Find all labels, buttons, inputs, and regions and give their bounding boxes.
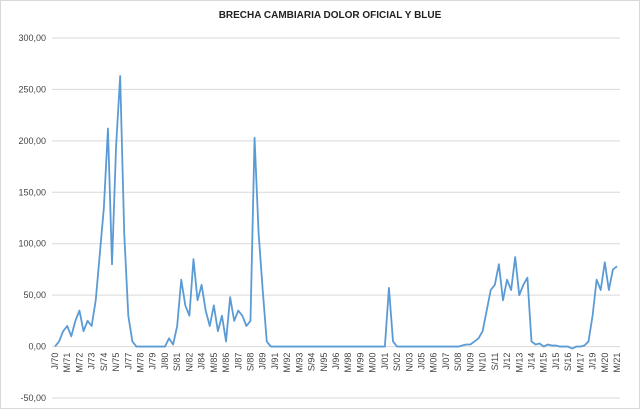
x-tick-label: M/99 [355, 353, 365, 373]
x-tick-label: M/92 [282, 353, 292, 373]
x-tick-label: S/88 [245, 353, 255, 372]
x-tick-label: S/81 [172, 353, 182, 372]
x-tick-label: J/70 [50, 353, 60, 370]
x-tick-label: J/15 [551, 353, 561, 370]
x-tick-label: M/20 [600, 353, 610, 373]
x-tick-label: N/75 [111, 353, 121, 372]
x-tick-label: M/98 [343, 353, 353, 373]
x-tick-label: J/73 [87, 353, 97, 370]
x-tick-label: S/16 [563, 353, 573, 372]
x-tick-label: M/71 [62, 353, 72, 373]
x-tick-label: J/77 [123, 353, 133, 370]
x-tick-label: J/87 [233, 353, 243, 370]
x-tick-label: J/91 [270, 353, 280, 370]
y-tick-label: 200,00 [18, 136, 46, 146]
y-tick-label: 0,00 [28, 342, 46, 352]
x-tick-label: J/84 [197, 353, 207, 370]
x-tick-label: S/11 [490, 353, 500, 371]
x-tick-label: J/07 [441, 353, 451, 370]
x-tick-label: M/13 [514, 353, 524, 373]
x-tick-label: S/74 [99, 353, 109, 372]
x-tick-label: M/78 [136, 353, 146, 373]
x-tick-label: M/72 [74, 353, 84, 373]
x-tick-label: N/09 [465, 353, 475, 372]
y-tick-label: 100,00 [18, 239, 46, 249]
x-tick-label: J/05 [417, 353, 427, 370]
chart-title: BRECHA CAMBIARIA DOLOR OFICIAL Y BLUE [219, 10, 442, 21]
y-tick-label: 150,00 [18, 187, 46, 197]
y-tick-label: 250,00 [18, 84, 46, 94]
x-tick-label: J/89 [258, 353, 268, 370]
x-tick-label: J/19 [588, 353, 598, 370]
x-tick-label: N/03 [404, 353, 414, 372]
data-line [54, 75, 618, 350]
x-tick-label: M/93 [294, 353, 304, 373]
x-tick-label: J/12 [502, 353, 512, 370]
x-tick-label: M/15 [539, 353, 549, 373]
y-tick-label: -50,00 [20, 393, 46, 403]
y-tick-label: 300,00 [18, 33, 46, 43]
x-tick-label: S/08 [453, 353, 463, 372]
x-tick-label: J/96 [331, 353, 341, 370]
x-tick-label: S/02 [392, 353, 402, 372]
x-tick-label: N/82 [184, 353, 194, 372]
x-tick-label: S/94 [307, 353, 317, 372]
x-tick-label: M/85 [209, 353, 219, 373]
x-tick-label: J/80 [160, 353, 170, 370]
x-tick-label: M/17 [575, 353, 585, 373]
x-tick-label: J/79 [148, 353, 158, 370]
x-tick-label: M/00 [368, 353, 378, 373]
x-tick-label: M/21 [612, 353, 622, 373]
x-tick-label: J/01 [380, 353, 390, 370]
x-tick-label: N/95 [319, 353, 329, 372]
x-tick-label: M/06 [429, 353, 439, 373]
x-tick-label: N/10 [478, 353, 488, 372]
y-tick-label: 50,00 [23, 290, 46, 300]
x-tick-label: J/14 [526, 353, 536, 370]
x-tick-label: M/86 [221, 353, 231, 373]
